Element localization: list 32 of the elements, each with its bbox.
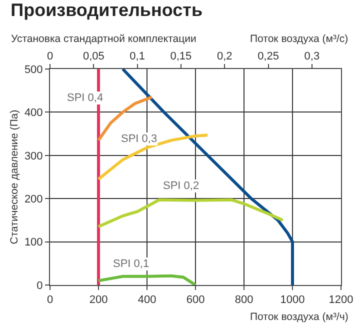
x-tick-label: 800 <box>234 294 254 306</box>
series-label: SPI 0,4 <box>67 92 104 104</box>
x2-axis-title: Поток воздуха (м³/с) <box>250 33 348 45</box>
x2-tick-label: 0,05 <box>82 50 104 63</box>
y-tick-label: 400 <box>24 107 43 120</box>
x2-tick-label: 0,1 <box>130 50 145 63</box>
y-tick-label: 300 <box>24 150 43 162</box>
chart-subtitle: Установка стандартной комплектации <box>11 33 196 45</box>
y-tick-label: 0 <box>36 280 43 292</box>
x-axis-title: Поток воздуха (м³/ч) <box>250 311 348 323</box>
series-label: SPI 0,3 <box>121 133 158 145</box>
y-axis-title: Статическое давление (Па) <box>8 110 20 244</box>
x-tick-label: 600 <box>186 294 205 306</box>
line-series <box>97 134 210 181</box>
series-label: SPI 0,1 <box>113 258 150 270</box>
x2-tick-label: 0,3 <box>304 50 320 63</box>
line-series <box>97 198 284 228</box>
line-series <box>97 274 197 285</box>
x2-tick-label: 0 <box>46 50 54 63</box>
x-tick-label: 400 <box>138 294 156 306</box>
y-tick-label: 200 <box>24 193 43 206</box>
x-tick-label: 200 <box>89 294 108 306</box>
x-tick-label: 1000 <box>280 294 305 306</box>
chart-title: Производительность <box>10 0 203 20</box>
series-label: SPI 0,2 <box>163 180 200 192</box>
x-tick-label: 1200 <box>328 294 354 306</box>
x2-tick-label: 0,15 <box>170 50 192 63</box>
x2-tick-label: 0,2 <box>216 50 232 63</box>
y-tick-label: 100 <box>24 236 43 249</box>
x2-tick-label: 0,25 <box>258 50 279 63</box>
x-tick-label: 0 <box>46 294 54 306</box>
y-tick-label: 500 <box>24 64 43 76</box>
